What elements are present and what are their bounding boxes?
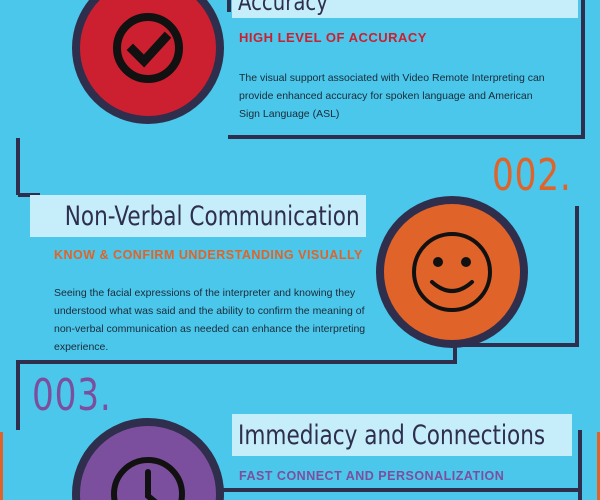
immediacy-title: Immediacy and Connections	[238, 419, 546, 451]
immediacy-title-box: Immediacy and Connections	[232, 414, 572, 456]
accuracy-description: The visual support associated with Video…	[239, 72, 545, 120]
check-icon	[113, 13, 183, 83]
nonverbal-title: Non-Verbal Communication	[65, 200, 360, 232]
accuracy-title: Accuracy	[238, 0, 328, 16]
nonverbal-title-box: Non-Verbal Communication	[30, 195, 366, 237]
left-edge-accent	[0, 432, 3, 500]
right-edge-accent	[597, 432, 600, 500]
section-2-number: 002.	[492, 150, 572, 201]
accuracy-title-box: Accuracy	[232, 0, 578, 18]
nonverbal-icon-circle	[376, 196, 528, 348]
section-2-right-line	[455, 206, 579, 347]
immediacy-icon-circle	[72, 418, 224, 500]
nonverbal-description: Seeing the facial expressions of the int…	[54, 287, 366, 353]
smiley-face-icon	[412, 232, 492, 312]
section-1-frame-line	[228, 0, 585, 139]
section-3-number: 003.	[32, 370, 112, 421]
section-2-bottom-line	[16, 345, 457, 430]
accuracy-icon-circle	[72, 0, 224, 124]
clock-icon	[111, 457, 185, 500]
nonverbal-subtitle: KNOW & CONFIRM UNDERSTANDING VISUALLY	[54, 248, 363, 262]
accuracy-subtitle: HIGH LEVEL OF ACCURACY	[239, 30, 427, 45]
immediacy-subtitle: FAST CONNECT AND PERSONALIZATION	[239, 469, 505, 483]
